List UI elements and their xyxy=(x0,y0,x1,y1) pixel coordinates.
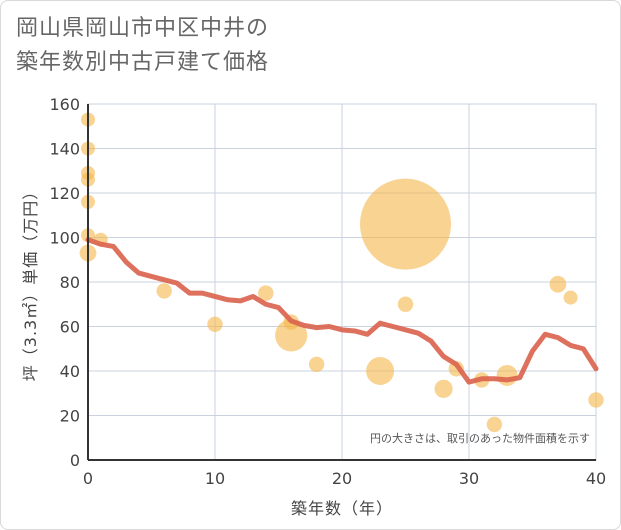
size-note: 円の大きさは、取引のあった物件面積を示す xyxy=(370,431,590,445)
y-tick-label: 20 xyxy=(60,407,80,426)
data-bubble xyxy=(486,416,503,433)
x-axis-title: 築年数（年） xyxy=(291,499,393,518)
y-tick-label: 140 xyxy=(49,140,80,159)
data-bubble xyxy=(207,316,223,332)
trend-line xyxy=(85,237,599,385)
data-bubble xyxy=(258,285,274,301)
data-bubble xyxy=(549,275,567,293)
data-bubble xyxy=(366,357,395,385)
y-tick-label: 120 xyxy=(49,184,80,203)
chart-title-line2: 築年数別中古戸建て価格 xyxy=(16,50,270,75)
data-bubble xyxy=(156,283,172,299)
axes xyxy=(87,104,596,461)
y-tick-label: 80 xyxy=(60,273,80,292)
data-bubble xyxy=(434,379,453,398)
x-tick-label: 20 xyxy=(332,469,352,488)
data-bubble xyxy=(397,296,414,312)
data-bubble xyxy=(588,392,604,408)
data-bubble xyxy=(308,356,325,373)
y-tick-label: 100 xyxy=(49,229,80,248)
x-tick-label: 10 xyxy=(205,469,225,488)
trend-line-group xyxy=(85,237,599,385)
y-tick-label: 0 xyxy=(70,451,80,470)
data-bubble xyxy=(496,364,518,386)
chart-title-line1: 岡山県岡山市中区中井の xyxy=(16,16,270,41)
x-tick-label: 30 xyxy=(459,469,479,488)
y-tick-label: 160 xyxy=(49,95,80,114)
y-tick-label: 60 xyxy=(60,318,80,337)
chart-title: 岡山県岡山市中区中井の 築年数別中古戸建て価格 xyxy=(16,12,436,80)
data-bubble xyxy=(563,290,578,305)
y-axis-title: 坪（3.3㎡）単価（万円） xyxy=(21,183,40,381)
tick-labels: 0 20 40 60 80 100 120 140 160 0 10 20 30 40 xyxy=(49,95,606,488)
y-tick-label: 40 xyxy=(60,362,80,381)
x-tick-label: 40 xyxy=(586,469,606,488)
x-tick-label: 0 xyxy=(83,469,93,488)
data-bubble xyxy=(275,319,308,352)
data-bubble xyxy=(360,178,451,270)
